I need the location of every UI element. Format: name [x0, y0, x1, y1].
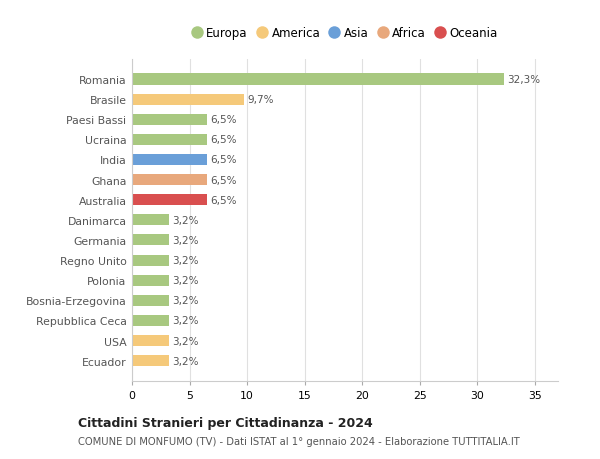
Text: 6,5%: 6,5%	[210, 155, 237, 165]
Text: 6,5%: 6,5%	[210, 195, 237, 205]
Text: 3,2%: 3,2%	[172, 256, 199, 265]
Bar	[132, 195, 207, 206]
Bar	[132, 134, 207, 146]
Bar	[132, 155, 207, 166]
Text: 3,2%: 3,2%	[172, 356, 199, 366]
Text: Cittadini Stranieri per Cittadinanza - 2024: Cittadini Stranieri per Cittadinanza - 2…	[78, 416, 373, 429]
Legend: Europa, America, Asia, Africa, Oceania: Europa, America, Asia, Africa, Oceania	[188, 24, 502, 44]
Bar	[132, 114, 207, 125]
Text: 9,7%: 9,7%	[247, 95, 274, 105]
Text: 6,5%: 6,5%	[210, 135, 237, 145]
Text: 3,2%: 3,2%	[172, 235, 199, 246]
Text: 3,2%: 3,2%	[172, 336, 199, 346]
Text: 3,2%: 3,2%	[172, 275, 199, 285]
Text: 6,5%: 6,5%	[210, 115, 237, 125]
Bar	[132, 215, 169, 226]
Bar	[132, 275, 169, 286]
Bar	[132, 235, 169, 246]
Bar	[132, 74, 504, 85]
Text: 32,3%: 32,3%	[508, 75, 541, 85]
Bar	[132, 295, 169, 306]
Bar	[132, 95, 244, 106]
Text: 3,2%: 3,2%	[172, 215, 199, 225]
Bar	[132, 335, 169, 346]
Text: 3,2%: 3,2%	[172, 296, 199, 306]
Text: 3,2%: 3,2%	[172, 316, 199, 326]
Text: 6,5%: 6,5%	[210, 175, 237, 185]
Bar	[132, 174, 207, 186]
Bar	[132, 355, 169, 366]
Bar	[132, 315, 169, 326]
Bar	[132, 255, 169, 266]
Text: COMUNE DI MONFUMO (TV) - Dati ISTAT al 1° gennaio 2024 - Elaborazione TUTTITALIA: COMUNE DI MONFUMO (TV) - Dati ISTAT al 1…	[78, 437, 520, 446]
